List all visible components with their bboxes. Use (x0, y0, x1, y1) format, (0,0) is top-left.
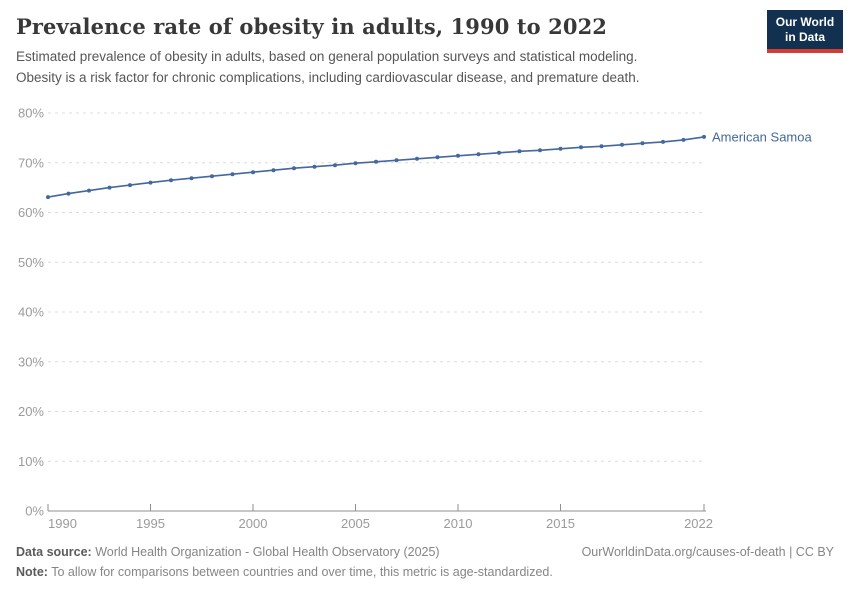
data-point[interactable] (169, 178, 173, 183)
data-point[interactable] (46, 195, 50, 200)
data-point[interactable] (456, 153, 460, 158)
data-point[interactable] (128, 183, 132, 188)
data-point[interactable] (87, 188, 91, 193)
subtitle-line-1: Estimated prevalence of obesity in adult… (16, 49, 638, 64)
series-line[interactable] (47, 136, 705, 198)
data-point[interactable] (599, 144, 604, 149)
y-axis-tick-label: 10% (18, 454, 44, 469)
x-axis-tick-label: 2000 (239, 516, 268, 531)
note-text: To allow for comparisons between countri… (51, 565, 553, 579)
x-axis-tick-label: 2010 (444, 516, 473, 531)
data-point[interactable] (394, 158, 399, 163)
logo-line-1: Our World (775, 14, 835, 29)
owid-logo[interactable]: Our World in Data (767, 10, 843, 53)
x-axis-tick-label: 2005 (341, 516, 370, 531)
data-point[interactable] (435, 155, 440, 160)
page-title: Prevalence rate of obesity in adults, 19… (16, 14, 608, 39)
note: Note: To allow for comparisons between c… (16, 565, 834, 579)
line-chart[interactable]: 0% 10% 20% 30% 40% 50% 60% 70% 80% 1990 1995 2000 20… (0, 95, 850, 545)
owid-cc-link[interactable]: OurWorldinData.org/causes-of-death | CC … (581, 545, 834, 559)
subtitle-line-2: Obesity is a risk factor for chronic com… (16, 69, 640, 85)
data-point[interactable] (189, 176, 194, 181)
data-point[interactable] (702, 134, 706, 139)
x-axis-tick-label: 2015 (546, 516, 575, 531)
data-point[interactable] (292, 166, 296, 171)
data-point[interactable] (251, 170, 255, 175)
y-axis-tick-label: 80% (18, 106, 44, 121)
y-axis-tick-label: 40% (18, 305, 44, 320)
note-label: Note: (16, 565, 48, 579)
data-point[interactable] (640, 141, 645, 146)
data-point[interactable] (230, 172, 235, 177)
data-point[interactable] (333, 163, 337, 168)
data-point[interactable] (271, 168, 276, 173)
data-point[interactable] (148, 180, 153, 185)
series-end-label[interactable]: American Samoa (712, 129, 812, 144)
y-axis-tick-label: 20% (18, 404, 44, 419)
logo-line-2: in Data (784, 29, 825, 44)
data-point[interactable] (210, 174, 214, 179)
data-point[interactable] (353, 161, 358, 166)
data-source-label: Data source: (16, 545, 92, 559)
data-point[interactable] (107, 185, 112, 190)
data-point[interactable] (476, 152, 481, 157)
y-axis-tick-label: 60% (18, 205, 44, 220)
data-point[interactable] (374, 159, 378, 164)
x-axis-tick-label: 2022 (684, 516, 713, 531)
data-point[interactable] (558, 146, 563, 151)
data-point[interactable] (681, 137, 686, 142)
y-axis-tick-label: 30% (18, 354, 44, 369)
data-point[interactable] (517, 149, 522, 154)
data-point[interactable] (312, 164, 317, 169)
y-axis-tick-label: 0% (25, 504, 44, 519)
data-point[interactable] (415, 156, 419, 161)
chart-header: Prevalence rate of obesity in adults, 19… (16, 14, 756, 89)
data-point[interactable] (497, 150, 501, 155)
y-axis-tick-label: 70% (18, 155, 44, 170)
data-point[interactable] (579, 145, 583, 150)
x-axis-tick-label: 1990 (48, 516, 77, 531)
data-point[interactable] (538, 148, 542, 153)
y-axis-tick-label: 50% (18, 255, 44, 270)
chart-footer: Data source: World Health Organization -… (16, 545, 834, 579)
x-axis-tick-label: 1995 (136, 516, 165, 531)
data-source-text: World Health Organization - Global Healt… (95, 545, 440, 559)
data-point[interactable] (620, 142, 624, 147)
data-point[interactable] (661, 139, 665, 144)
data-source: Data source: World Health Organization -… (16, 545, 440, 559)
data-point[interactable] (66, 191, 71, 196)
chart-subtitle: Estimated prevalence of obesity in adult… (16, 47, 756, 89)
